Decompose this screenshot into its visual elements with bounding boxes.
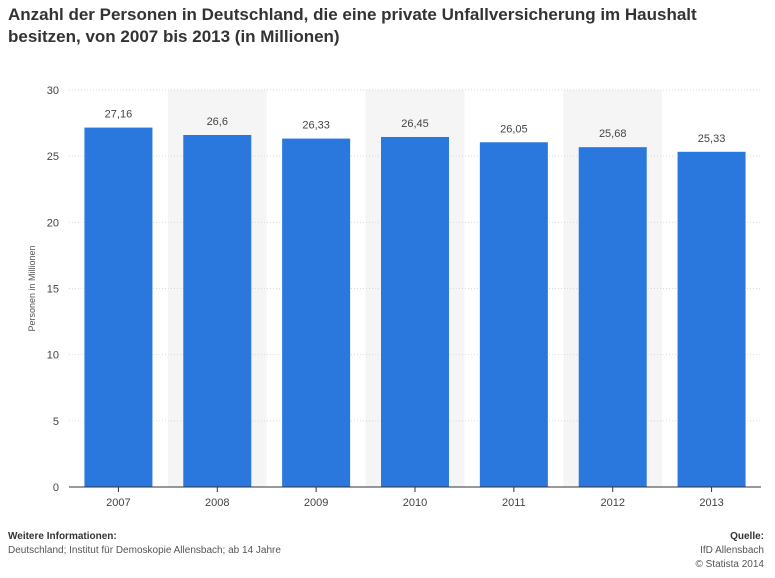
data-label: 27,16 <box>105 109 133 121</box>
x-tick-label: 2013 <box>699 497 723 509</box>
y-tick-label: 25 <box>47 151 59 163</box>
x-tick-label: 2010 <box>403 497 427 509</box>
y-tick-label: 20 <box>47 217 59 229</box>
copyright: © Statista 2014 <box>695 559 764 570</box>
chart-title: Anzahl der Personen in Deutschland, die … <box>8 4 768 48</box>
bar-2007 <box>84 127 153 487</box>
x-tick-label: 2008 <box>205 497 229 509</box>
y-tick-label: 5 <box>53 416 59 428</box>
y-axis-title: Personen in Millionen <box>27 245 37 331</box>
bar-2009 <box>282 138 351 487</box>
chart-title-line-2: besitzen, von 2007 bis 2013 (in Millione… <box>8 27 340 46</box>
bar-2008 <box>183 134 252 487</box>
data-label: 26,05 <box>500 123 528 135</box>
footer-source: Quelle: IfD Allensbach © Statista 2014 <box>695 530 764 572</box>
data-label: 26,33 <box>302 120 330 132</box>
data-label: 25,68 <box>599 128 627 140</box>
info-text: Deutschland; Institut für Demoskopie All… <box>8 545 281 556</box>
footer-info: Weitere Informationen: Deutschland; Inst… <box>8 530 281 558</box>
bar-2012 <box>578 147 647 487</box>
x-tick-label: 2009 <box>304 497 328 509</box>
y-tick-label: 10 <box>47 350 59 362</box>
x-tick-label: 2012 <box>600 497 624 509</box>
bar-2011 <box>479 142 548 487</box>
data-label: 26,45 <box>401 118 429 130</box>
chart-title-line-1: Anzahl der Personen in Deutschland, die … <box>8 5 697 24</box>
source-heading: Quelle: <box>730 531 764 542</box>
y-tick-label: 30 <box>47 85 59 97</box>
y-tick-label: 15 <box>47 284 59 296</box>
bar-2013 <box>677 151 746 487</box>
y-tick-label: 0 <box>53 482 59 494</box>
bar-chart: 0 5 10 15 20 25 30 27,16 2007 26,6 2008 26,33 2009 26… <box>27 85 761 509</box>
source-name: IfD Allensbach <box>700 545 764 556</box>
data-label: 25,33 <box>698 133 726 145</box>
x-tick-label: 2007 <box>106 497 130 509</box>
info-heading: Weitere Informationen: <box>8 531 117 542</box>
bar-2010 <box>381 136 449 487</box>
x-tick-label: 2011 <box>502 497 526 509</box>
data-label: 26,6 <box>207 116 228 128</box>
